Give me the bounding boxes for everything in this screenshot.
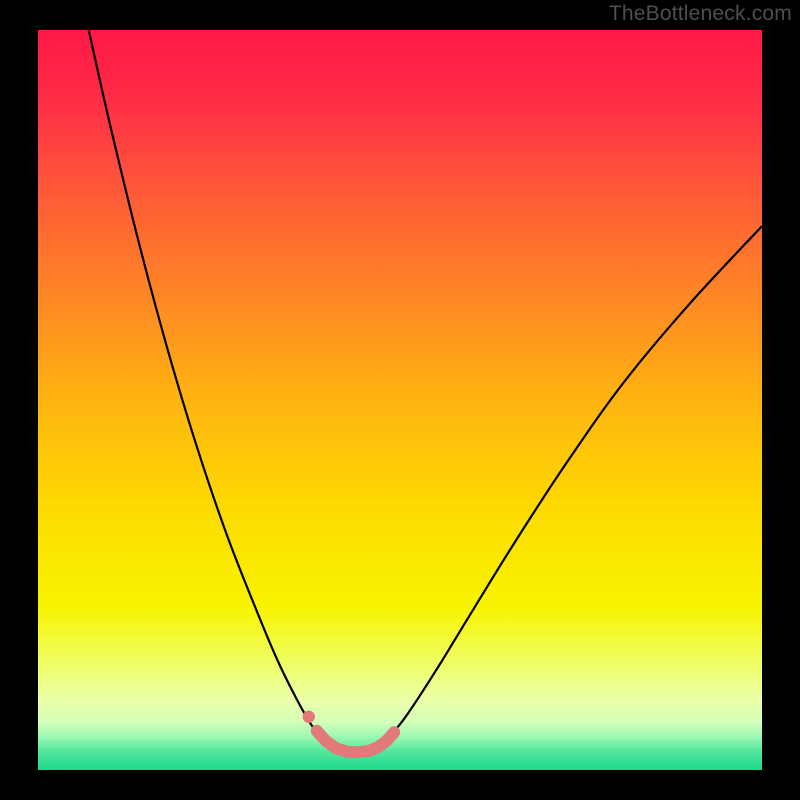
plot-area (38, 30, 762, 770)
chart-container: TheBottleneck.com (0, 0, 800, 800)
flat-bottom-segment (317, 731, 394, 752)
flat-start-dot-icon (303, 711, 315, 723)
curve-svg (38, 30, 762, 770)
curve-left-branch (89, 30, 321, 737)
curve-right-branch (389, 226, 762, 737)
watermark-text: TheBottleneck.com (609, 2, 792, 26)
